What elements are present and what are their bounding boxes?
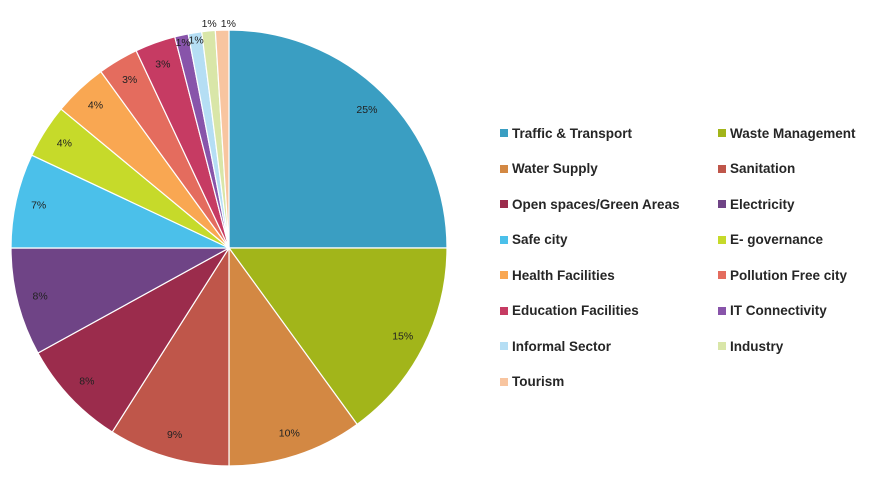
legend-swatch: [500, 129, 508, 137]
legend-swatch: [500, 164, 508, 173]
pie-slice-electricity: [10, 247, 230, 354]
legend-label: E- governance: [730, 232, 824, 247]
legend-swatch: [500, 306, 508, 315]
legend-label: Electricity: [730, 196, 795, 212]
legend-item-safe-city: Safe city: [500, 231, 718, 249]
pie-label-water-supply: 10%: [279, 427, 300, 439]
legend-item-open-spaces-green-areas: Open spaces/Green Areas: [500, 195, 718, 213]
legend-item-education-facilities: Education Facilities: [500, 302, 718, 320]
pie-label-informal-sector: 1%: [189, 34, 204, 46]
legend-swatch: [718, 342, 726, 350]
legend-swatch: [718, 271, 726, 279]
legend-item-health-facilities: Health Facilities: [500, 266, 718, 284]
legend-item-it-connectivity: IT Connectivity: [718, 302, 875, 320]
chart-legend: Traffic & Transport Waste Management Water…: [500, 124, 875, 391]
legend-label: IT Connectivity: [730, 303, 827, 318]
pie-label-tourism: 1%: [221, 18, 236, 30]
legend-item-e-governance: E- governance: [718, 231, 875, 249]
pie-slices: [10, 29, 448, 467]
legend-swatch: [718, 306, 726, 315]
pie-label-it-connectivity: 1%: [176, 37, 191, 49]
legend-label: Pollution Free city: [730, 267, 848, 283]
pie-label-industry: 1%: [202, 18, 217, 30]
legend-item-informal-sector: Informal Sector: [500, 337, 718, 355]
legend-swatch: [500, 271, 508, 279]
pie-label-e-governance: 4%: [57, 137, 72, 149]
legend-label: Sanitation: [730, 161, 796, 176]
legend-swatch: [718, 200, 726, 208]
legend-item-water-supply: Water Supply: [500, 160, 718, 178]
legend-label: Health Facilities: [512, 267, 615, 283]
legend-label: Water Supply: [512, 161, 598, 176]
legend-item-industry: Industry: [718, 337, 875, 355]
legend-label: Open spaces/Green Areas: [512, 196, 680, 212]
legend-label: Industry: [730, 338, 784, 354]
pie-label-sanitation: 9%: [167, 429, 182, 441]
legend-label: Waste Management: [730, 125, 856, 141]
legend-label: Traffic & Transport: [512, 125, 633, 141]
pie-label-electricity: 8%: [33, 290, 48, 302]
pie-slice-open-spaces-green-areas: [37, 247, 230, 433]
pie-slice-sanitation: [111, 245, 230, 467]
legend-item-traffic-transport: Traffic & Transport: [500, 124, 718, 142]
pie-slice-water-supply: [228, 246, 358, 467]
pie-slice-tourism: [214, 29, 230, 249]
pie-label-safe-city: 7%: [31, 199, 46, 211]
pie-slice-waste-management: [227, 247, 448, 426]
legend-label: Safe city: [512, 232, 568, 247]
pie-label-open-spaces-green-areas: 8%: [79, 375, 94, 387]
legend-swatch: [718, 164, 726, 173]
legend-swatch: [718, 129, 726, 137]
pie-label-health-facilities: 4%: [88, 100, 103, 112]
legend-item-pollution-free-city: Pollution Free city: [718, 266, 875, 284]
legend-swatch: [500, 235, 508, 244]
legend-item-electricity: Electricity: [718, 195, 875, 213]
pie-label-pollution-free-city: 3%: [122, 74, 137, 86]
pie-label-traffic-transport: 25%: [356, 104, 377, 116]
pie-slice-labels: 25%15%10%9%8%8%7%4%4%3%3%1%1%1% 1%: [31, 18, 413, 441]
pie-label-waste-management: 15%: [392, 330, 413, 342]
pie-slice-traffic-transport: [228, 29, 448, 249]
pie-label-education-facilities: 3%: [155, 58, 170, 70]
legend-label: Education Facilities: [512, 303, 639, 318]
legend-swatch: [718, 235, 726, 244]
legend-label: Tourism: [512, 374, 565, 389]
legend-swatch: [500, 200, 508, 208]
legend-swatch: [500, 377, 508, 386]
legend-item-waste-management: Waste Management: [718, 124, 875, 142]
legend-swatch: [500, 342, 508, 350]
legend-item-sanitation: Sanitation: [718, 160, 875, 178]
legend-item-tourism: Tourism: [500, 373, 718, 391]
legend-label: Informal Sector: [512, 338, 612, 354]
